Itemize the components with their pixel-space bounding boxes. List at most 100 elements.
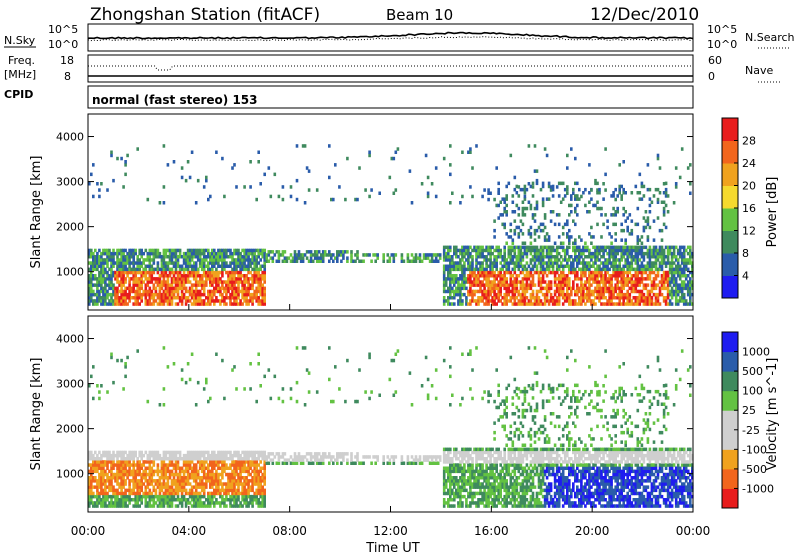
power-cell (537, 235, 541, 239)
velocity-cell (184, 504, 188, 508)
power-cell (170, 292, 174, 297)
velocity-cell (215, 460, 218, 464)
power-cell (580, 194, 583, 199)
power-cell (227, 255, 230, 259)
power-cell (434, 253, 438, 257)
power-cell (634, 274, 638, 278)
power-cell (106, 270, 109, 275)
power-cell (461, 280, 464, 284)
velocity-cell (190, 485, 194, 489)
power-cell (602, 182, 605, 186)
power-cell (475, 283, 478, 287)
power-cell (205, 296, 208, 300)
power-cell (513, 264, 517, 268)
velocity-cell (162, 460, 166, 464)
velocity-cell (162, 472, 166, 477)
power-cell (467, 261, 470, 265)
power-cell (596, 188, 599, 192)
power-cell (570, 203, 573, 208)
power-cell (346, 250, 349, 254)
power-cell (180, 283, 184, 287)
power-cell (392, 191, 396, 195)
power-cell (612, 274, 615, 278)
power-cell (682, 270, 686, 275)
power-cell (120, 274, 123, 278)
power-cell (178, 251, 182, 256)
power-cell (517, 280, 521, 284)
velocity-cell (241, 482, 244, 486)
power-cell (235, 270, 238, 275)
power-cell (678, 270, 682, 275)
velocity-cell (219, 494, 222, 499)
velocity-cell (178, 485, 182, 489)
power-cell (461, 251, 464, 256)
velocity-cell (190, 457, 194, 461)
power-cell (406, 259, 410, 263)
power-cell (142, 292, 145, 297)
velocity-cell (217, 501, 220, 505)
velocity-cell (213, 450, 216, 455)
power-cell (245, 299, 248, 303)
power-cell (100, 261, 103, 265)
power-cell (108, 274, 111, 278)
velocity-cell (96, 482, 99, 486)
power-cell (654, 187, 658, 192)
power-cell (190, 267, 194, 272)
velocity-cell (227, 485, 230, 489)
velocity-cell (100, 491, 103, 496)
power-cell (156, 296, 160, 300)
velocity-cell (239, 463, 242, 467)
velocity-cell (188, 488, 192, 493)
power-cell (176, 255, 180, 259)
power-cell (505, 203, 508, 208)
power-cell (92, 299, 95, 303)
velocity-cell (128, 479, 131, 483)
beam-label: Beam 10 (386, 6, 453, 24)
power-cell (372, 253, 375, 257)
velocity-cell (239, 491, 242, 496)
power-cell (566, 289, 569, 294)
power-cell (636, 302, 640, 306)
power-cell (110, 277, 113, 281)
power-cell (662, 280, 666, 284)
power-cell (98, 248, 101, 253)
nave-tick-bottom: 0 (708, 70, 715, 83)
power-cell (158, 201, 162, 205)
power-cell (616, 296, 619, 300)
power-cell (259, 283, 262, 287)
power-cell (648, 210, 652, 214)
power-cell (644, 225, 648, 230)
power-cell (680, 292, 684, 297)
power-cell (202, 251, 206, 256)
power-cell (622, 191, 625, 195)
power-cell (237, 296, 240, 300)
power-cell (553, 222, 557, 227)
velocity-cell (172, 491, 176, 496)
power-cell (178, 248, 182, 253)
power-cell (563, 194, 567, 198)
power-cell (616, 274, 619, 278)
power-cell (604, 172, 607, 177)
power-cell (499, 280, 502, 284)
power-cell (509, 222, 513, 227)
power-cell (612, 261, 615, 265)
power-cell (182, 292, 186, 297)
power-cell (499, 289, 502, 294)
power-cell (521, 302, 525, 306)
velocity-cell (202, 466, 206, 470)
power-cell (110, 255, 113, 259)
power-cell (130, 296, 133, 300)
power-cell (545, 153, 549, 158)
power-cell (126, 267, 129, 272)
velocity-cell (225, 463, 228, 467)
power-cell (463, 277, 466, 281)
velocity-cell (134, 463, 137, 467)
power-cell (541, 277, 545, 281)
power-cell (162, 144, 166, 148)
power-cell (221, 270, 224, 275)
power-cell (523, 277, 527, 281)
power-cell (664, 280, 668, 284)
power-cell (350, 253, 353, 257)
power-cell (213, 264, 216, 268)
velocity-cell (253, 494, 256, 499)
